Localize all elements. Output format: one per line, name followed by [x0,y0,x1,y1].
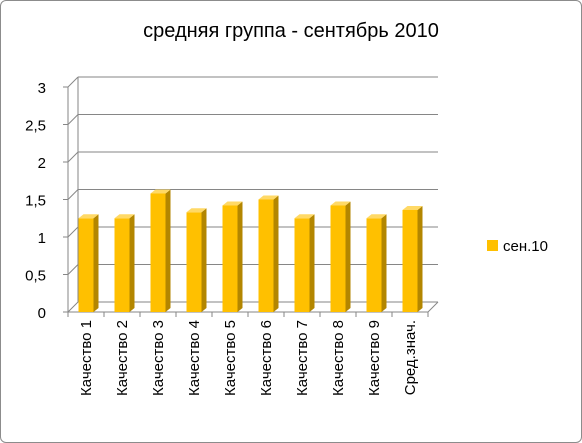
bar-side [345,201,351,312]
gridline-diagonal [67,114,79,125]
bar [186,212,202,312]
bar-top [366,214,387,219]
y-tick-label: 1,5 [25,193,46,210]
y-tick-label: 3 [38,80,46,97]
x-tick-label: Сред.знач. [402,320,419,395]
bar-top [258,195,279,200]
bar [222,205,238,312]
gridline-diagonal [67,151,79,163]
bar [78,218,94,312]
bar-top [186,208,207,213]
bar-top [114,214,135,219]
gridline-diagonal [67,226,79,238]
bar-top [294,214,315,219]
x-tick-label: Качество 2 [114,320,131,396]
gridline-diagonal [67,301,79,313]
bar-side [201,208,207,312]
x-tick-label: Качество 9 [366,320,383,396]
x-tick-label: Качество 8 [330,320,347,396]
bar-side [93,214,99,312]
bar [258,199,274,312]
bar-top [402,206,423,210]
bar [294,218,310,312]
x-axis-diagonal [427,301,439,313]
bar-side [273,195,279,312]
y-tick-label: 0 [38,305,46,322]
y-tick-label: 1 [38,230,46,247]
gridline-diagonal [67,76,79,88]
x-tick-label: Качество 4 [186,320,203,396]
x-tick-label: Качество 6 [258,320,275,396]
y-tick-label: 2,5 [25,118,46,135]
bar-top [150,189,171,194]
bar-side [417,206,423,312]
bar-side [309,214,315,312]
bar-top [78,214,99,219]
bar [114,218,130,312]
gridline-diagonal [67,189,79,200]
bar [330,205,346,312]
bar-side [165,189,171,312]
legend-label: сен.10 [503,238,548,255]
bar-top [330,201,351,206]
bar-top [222,201,243,206]
x-tick-label: Качество 7 [294,320,311,396]
bar [366,218,382,312]
bar-side [129,214,135,312]
y-tick-label: 2 [38,155,46,172]
x-tick-label: Качество 5 [222,320,239,396]
bar-side [381,214,387,312]
gridline-diagonal [67,264,79,275]
x-tick-label: Качество 1 [78,320,95,396]
bar [402,210,418,312]
chart-title: средняя группа - сентябрь 2010 [143,20,439,42]
bar [150,193,166,312]
bar-side [237,201,243,312]
x-tick-label: Качество 3 [150,320,167,396]
y-tick-label: 0,5 [25,268,46,285]
legend-swatch [487,240,498,251]
